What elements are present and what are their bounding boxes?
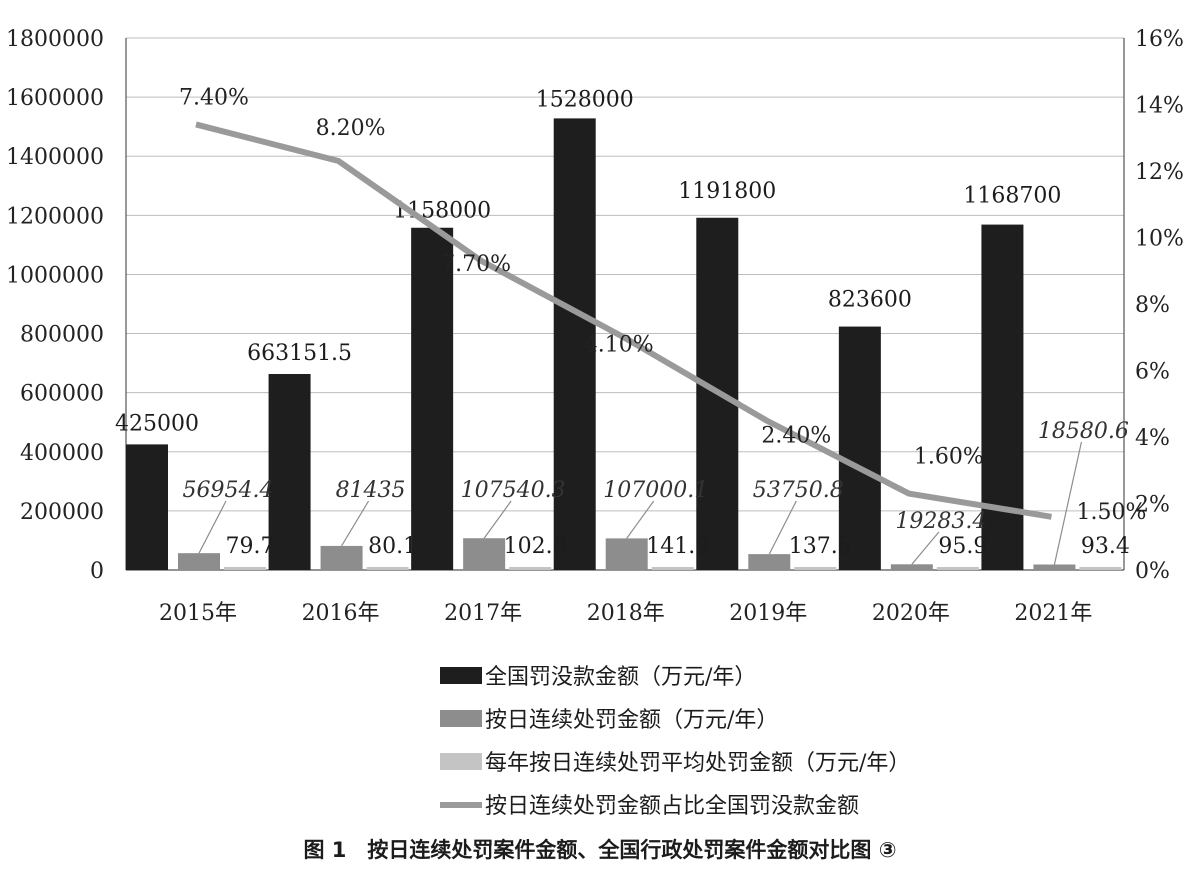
y-right-tick-label: 0% — [1135, 559, 1170, 584]
leader-line — [1053, 441, 1083, 565]
bar-daily-penalty — [320, 545, 363, 570]
leader-line — [483, 500, 512, 539]
data-label-daily-penalty: 56954.4 — [183, 478, 274, 503]
data-label-daily-penalty: 19283.4 — [895, 509, 986, 534]
data-label-daily-penalty: 107540.3 — [461, 478, 566, 503]
data-label-average-penalty: 137.5 — [789, 534, 852, 559]
bar-average-penalty — [651, 567, 694, 570]
data-label-average-penalty: 95.9 — [938, 534, 987, 559]
leader-line — [626, 500, 655, 539]
y-right-tick-label: 10% — [1135, 227, 1184, 252]
bar-national-fines — [268, 374, 311, 570]
bar-daily-penalty — [463, 538, 506, 570]
bar-daily-penalty — [605, 538, 648, 570]
data-label-national-fines: 1168700 — [963, 184, 1061, 209]
figure-caption: 图 1 按日连续处罚案件金额、全国行政处罚案件金额对比图 ③ — [303, 838, 897, 862]
bar-average-penalty — [936, 567, 979, 570]
y-left-tick-label: 600000 — [20, 382, 104, 407]
y-left-tick-label: 1200000 — [6, 204, 104, 229]
legend-label-ratio-line: 按日连续处罚金额占比全国罚没款金额 — [485, 794, 860, 819]
y-right-tick-label: 16% — [1135, 27, 1184, 52]
leader-line — [768, 500, 797, 555]
y-left-tick-label: 1000000 — [6, 263, 104, 288]
data-label-national-fines: 1528000 — [536, 87, 634, 112]
legend-label-daily-penalty: 按日连续处罚金额（万元/年） — [485, 708, 779, 733]
bar-average-penalty — [509, 567, 552, 570]
x-tick-label: 2021年 — [1014, 601, 1092, 626]
bar-average-penalty — [224, 567, 266, 570]
y-right-tick-label: 4% — [1135, 426, 1170, 451]
legend-label-national-fines: 全国罚没款金额（万元/年） — [485, 665, 757, 690]
chart-plot: 0 200000 400000 600000 800000 1000000 1200000 1… — [6, 27, 1184, 626]
y-left-tick-label: 1400000 — [6, 145, 104, 170]
leader-line — [911, 531, 940, 565]
legend-label-average-penalty: 每年按日连续处罚平均处罚金额（万元/年） — [485, 751, 911, 776]
legend-swatch-average-penalty — [440, 753, 482, 770]
data-label-ratio: 4.10% — [584, 332, 654, 357]
leader-line — [341, 500, 370, 547]
y-left-tick-label: 1600000 — [6, 86, 104, 111]
bar-national-fines — [411, 227, 454, 570]
data-label-ratio: 1.60% — [914, 445, 984, 470]
y-left-tick-label: 0 — [90, 559, 104, 584]
y-left-tick-label: 800000 — [20, 323, 104, 348]
y-right-tick-label: 2% — [1135, 493, 1170, 518]
data-label-daily-penalty: 18580.6 — [1038, 419, 1129, 444]
bar-average-penalty — [794, 567, 837, 570]
bar-national-fines — [553, 118, 596, 570]
x-tick-label: 2020年 — [872, 601, 950, 626]
data-label-daily-penalty: 81435 — [336, 478, 406, 503]
data-label-daily-penalty: 107000.1 — [603, 478, 708, 503]
data-label-national-fines: 823600 — [828, 288, 912, 313]
y-right-tick-label: 12% — [1135, 160, 1184, 185]
x-tick-label: 2018年 — [587, 601, 665, 626]
bar-average-penalty — [366, 567, 409, 570]
data-label-national-fines: 663151.5 — [247, 341, 352, 366]
x-tick-label: 2015年 — [159, 601, 237, 626]
data-label-average-penalty: 93.4 — [1081, 534, 1130, 559]
x-tick-label: 2016年 — [302, 601, 380, 626]
data-label-daily-penalty: 53750.8 — [753, 478, 844, 503]
bar-average-penalty — [1079, 567, 1122, 570]
bar-daily-penalty — [1033, 564, 1076, 570]
bar-daily-penalty — [178, 553, 220, 570]
y-left-tick-label: 400000 — [20, 441, 104, 466]
data-label-ratio: 7.40% — [179, 85, 249, 110]
x-tick-label: 2019年 — [729, 601, 807, 626]
data-label-ratio: 7.70% — [441, 252, 511, 277]
y-left-tick-label: 200000 — [20, 500, 104, 525]
bar-national-fines — [981, 224, 1024, 570]
data-label-average-penalty: 79.7 — [226, 534, 275, 559]
legend-swatch-ratio-line — [440, 802, 482, 808]
data-label-average-penalty: 141.9 — [646, 534, 709, 559]
leader-line — [198, 500, 227, 554]
x-tick-label: 2017年 — [444, 601, 522, 626]
bar-national-fines — [126, 444, 168, 570]
legend-swatch-national-fines — [440, 667, 482, 684]
bar-national-fines — [838, 326, 881, 570]
data-label-ratio: 1.50% — [1076, 500, 1146, 525]
data-label-national-fines: 425000 — [115, 411, 199, 436]
data-label-national-fines: 1191800 — [678, 179, 776, 204]
bar-daily-penalty — [890, 564, 933, 570]
y-right-tick-label: 8% — [1135, 293, 1170, 318]
data-label-average-penalty: 80.1 — [368, 534, 417, 559]
legend-swatch-daily-penalty — [440, 710, 482, 727]
y-right-tick-label: 6% — [1135, 360, 1170, 385]
y-left-tick-label: 1800000 — [6, 27, 104, 52]
data-label-ratio: 8.20% — [316, 116, 386, 141]
y-right-tick-label: 14% — [1135, 94, 1184, 119]
bar-daily-penalty — [748, 554, 791, 570]
data-label-ratio: 2.40% — [761, 423, 831, 448]
data-label-average-penalty: 102.8 — [504, 534, 567, 559]
